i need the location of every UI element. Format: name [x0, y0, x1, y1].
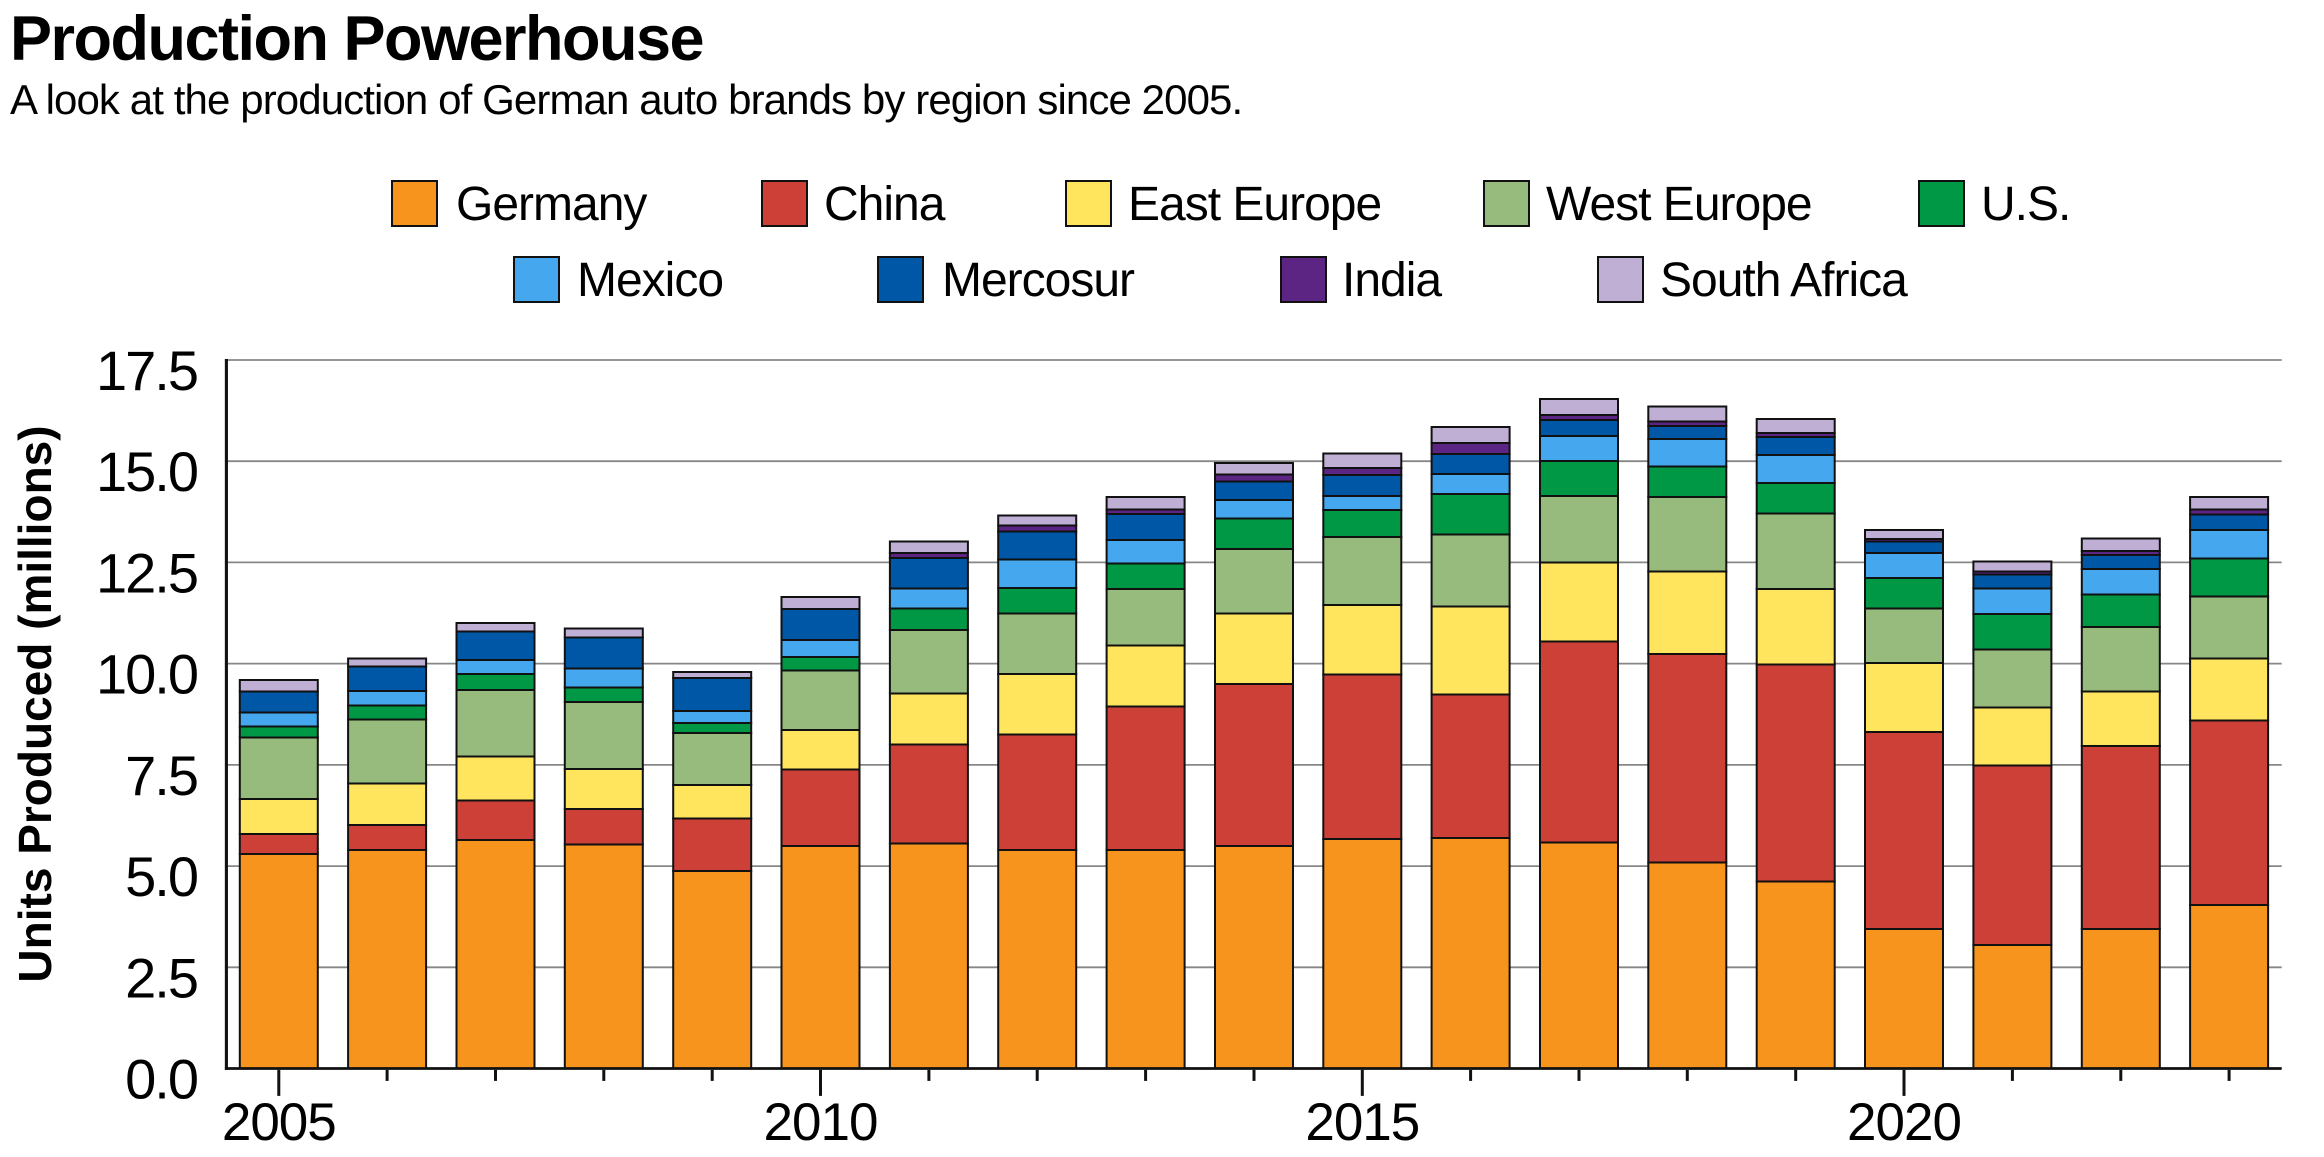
- svg-text:5.0: 5.0: [125, 845, 197, 908]
- svg-text:West Europe: West Europe: [1546, 178, 1812, 231]
- svg-text:Germany: Germany: [456, 178, 647, 231]
- svg-text:2005: 2005: [222, 1093, 336, 1152]
- svg-text:2010: 2010: [764, 1093, 878, 1152]
- svg-text:Mercosur: Mercosur: [942, 254, 1135, 307]
- svg-text:Units Produced (millions): Units Produced (millions): [9, 425, 61, 982]
- svg-text:China: China: [824, 178, 946, 231]
- svg-text:17.5: 17.5: [96, 339, 197, 402]
- svg-text:A look at the production of Ge: A look at the production of German auto …: [10, 76, 1242, 123]
- svg-text:2020: 2020: [1847, 1093, 1961, 1152]
- svg-text:U.S.: U.S.: [1981, 178, 2070, 231]
- svg-text:12.5: 12.5: [96, 541, 197, 604]
- svg-text:2.5: 2.5: [125, 946, 197, 1009]
- svg-text:South Africa: South Africa: [1660, 254, 1908, 307]
- svg-text:15.0: 15.0: [96, 440, 197, 503]
- svg-text:7.5: 7.5: [125, 744, 197, 807]
- svg-text:2015: 2015: [1305, 1093, 1419, 1152]
- svg-text:Production Powerhouse: Production Powerhouse: [10, 4, 703, 74]
- svg-text:Mexico: Mexico: [577, 254, 723, 307]
- svg-text:10.0: 10.0: [96, 643, 197, 706]
- svg-text:India: India: [1342, 254, 1442, 307]
- svg-text:0.0: 0.0: [125, 1048, 197, 1111]
- svg-text:East Europe: East Europe: [1128, 178, 1381, 231]
